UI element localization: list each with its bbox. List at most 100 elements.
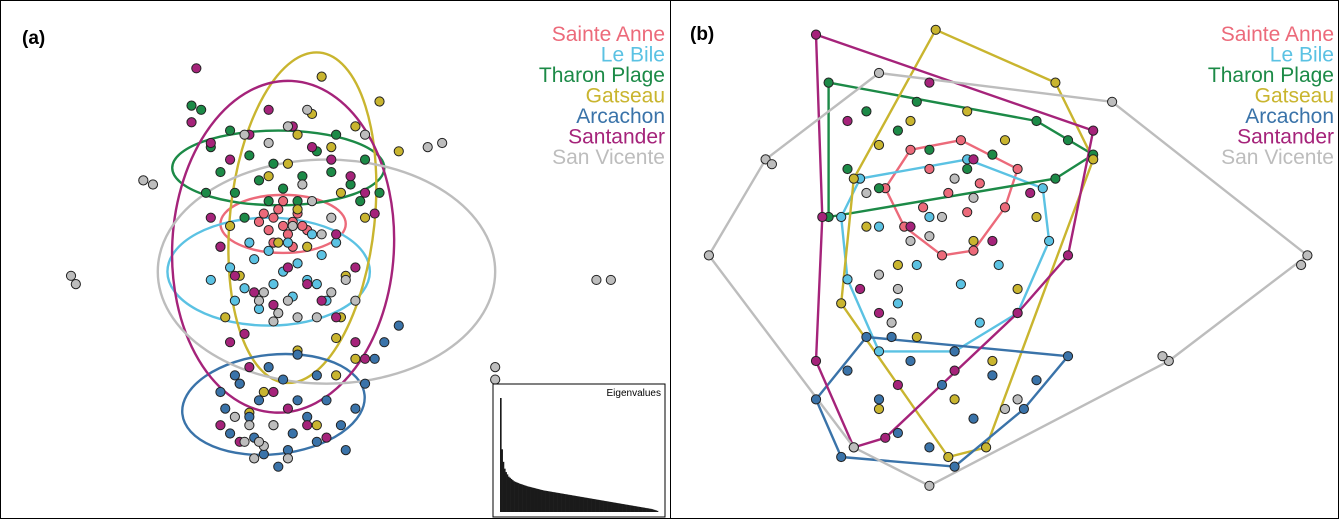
eigenvalue-bar: [511, 480, 514, 512]
eigenvalue-bar: [537, 488, 539, 512]
legend-entry-santander: Santander: [568, 126, 665, 149]
point-santander: [224, 337, 236, 348]
eigenvalue-bar: [630, 505, 632, 512]
point-arcachon: [861, 331, 872, 343]
point-san-vicente: [239, 129, 250, 140]
point-arcachon: [905, 355, 916, 367]
point-gatseau: [981, 442, 992, 453]
point-arcachon: [278, 374, 289, 385]
point-santander: [968, 154, 979, 165]
point-tharon-plage: [263, 196, 274, 207]
point-arcachon: [253, 395, 265, 406]
point-san-vicente: [306, 196, 318, 207]
point-san-vicente: [350, 295, 361, 306]
eigenvalue-bar: [639, 506, 642, 512]
point-san-vicente: [147, 179, 159, 190]
eigenvalue-bar: [631, 505, 634, 512]
eigenvalue-bar: [541, 489, 543, 512]
point-le-bile: [924, 211, 935, 223]
point-san-vicente: [359, 129, 371, 140]
eigenvalue-bar: [611, 502, 614, 512]
point-arcachon: [1062, 351, 1074, 362]
point-gatseau: [892, 259, 904, 271]
point-le-bile: [244, 237, 255, 248]
point-arcachon: [987, 370, 998, 381]
legend-entry-tharon-plage: Tharon Plage: [1208, 64, 1334, 87]
eigenvalue-bar: [587, 498, 590, 512]
point-le-bile: [955, 279, 967, 290]
eigenvalue-bar: [646, 508, 648, 512]
point-san-vicente: [302, 104, 313, 115]
point-santander: [186, 117, 197, 128]
eigenvalue-bar: [591, 498, 594, 512]
eigenvalue-bar: [636, 506, 639, 512]
eigenvalue-bar: [644, 507, 647, 512]
eigenvalue-bar: [551, 491, 554, 512]
point-tharon-plage: [239, 212, 250, 223]
ellipse-arcachon: [181, 352, 366, 457]
point-san-vicente: [282, 295, 294, 306]
point-santander: [282, 262, 294, 273]
point-le-bile: [892, 298, 904, 309]
point-san-vicente: [1107, 96, 1118, 107]
point-sainte-anne: [943, 187, 954, 199]
eigenvalue-bar: [549, 491, 551, 512]
hull-san-vicente: [707, 71, 1309, 487]
point-gatseau: [302, 241, 313, 252]
point-tharon-plage: [823, 77, 834, 88]
point-le-bile: [292, 258, 303, 269]
point-gatseau: [987, 355, 998, 367]
point-tharon-plage: [987, 149, 998, 160]
point-sainte-anne: [263, 225, 274, 236]
hull-le-bile: [840, 158, 1051, 353]
eigenvalue-bar: [535, 488, 538, 512]
point-santander: [268, 299, 279, 310]
eigenvalue-bar: [569, 494, 571, 512]
point-santander: [842, 115, 853, 127]
point-santander: [326, 154, 337, 165]
point-san-vicente: [591, 274, 602, 286]
panel-b-hulls: [707, 28, 1309, 487]
point-santander: [331, 229, 342, 240]
point-le-bile: [306, 229, 318, 240]
eigenvalue-bar: [518, 483, 521, 512]
eigenvalue-bar: [590, 498, 592, 512]
point-gatseau: [861, 221, 872, 232]
eigenvalue-bar: [513, 481, 515, 512]
point-sainte-anne: [278, 196, 289, 207]
eigenvalue-bar: [628, 505, 631, 512]
point-le-bile: [239, 283, 250, 294]
point-tharon-plage: [224, 125, 236, 136]
point-le-bile: [311, 279, 322, 290]
legend-entry-san-vicente: San Vicente: [1221, 146, 1334, 169]
point-santander: [905, 221, 916, 232]
point-santander: [810, 29, 822, 40]
eigenvalue-bar: [567, 494, 570, 512]
point-san-vicente: [316, 229, 327, 240]
point-tharon-plage: [331, 129, 342, 140]
point-san-vicente: [968, 192, 979, 203]
eigenvalue-bar: [557, 492, 559, 512]
point-tharon-plage: [215, 166, 226, 178]
point-santander: [892, 379, 904, 391]
point-santander: [306, 142, 318, 153]
point-san-vicente: [905, 235, 916, 247]
eigenvalue-bar: [650, 508, 652, 512]
point-le-bile: [316, 249, 327, 261]
point-santander: [1062, 250, 1074, 261]
eigenvalue-bar: [509, 477, 511, 512]
point-gatseau: [331, 370, 342, 381]
point-arcachon: [1018, 403, 1030, 415]
eigenvalue-bar: [523, 485, 526, 512]
legend-entry-gatseau: Gatseau: [1255, 85, 1334, 108]
point-arcachon: [340, 445, 351, 456]
point-san-vicente: [326, 212, 337, 223]
eigenvalue-bar: [533, 487, 535, 512]
eigenvalue-bar: [626, 504, 628, 512]
eigenvalue-bar: [553, 492, 555, 512]
point-santander: [229, 270, 240, 281]
